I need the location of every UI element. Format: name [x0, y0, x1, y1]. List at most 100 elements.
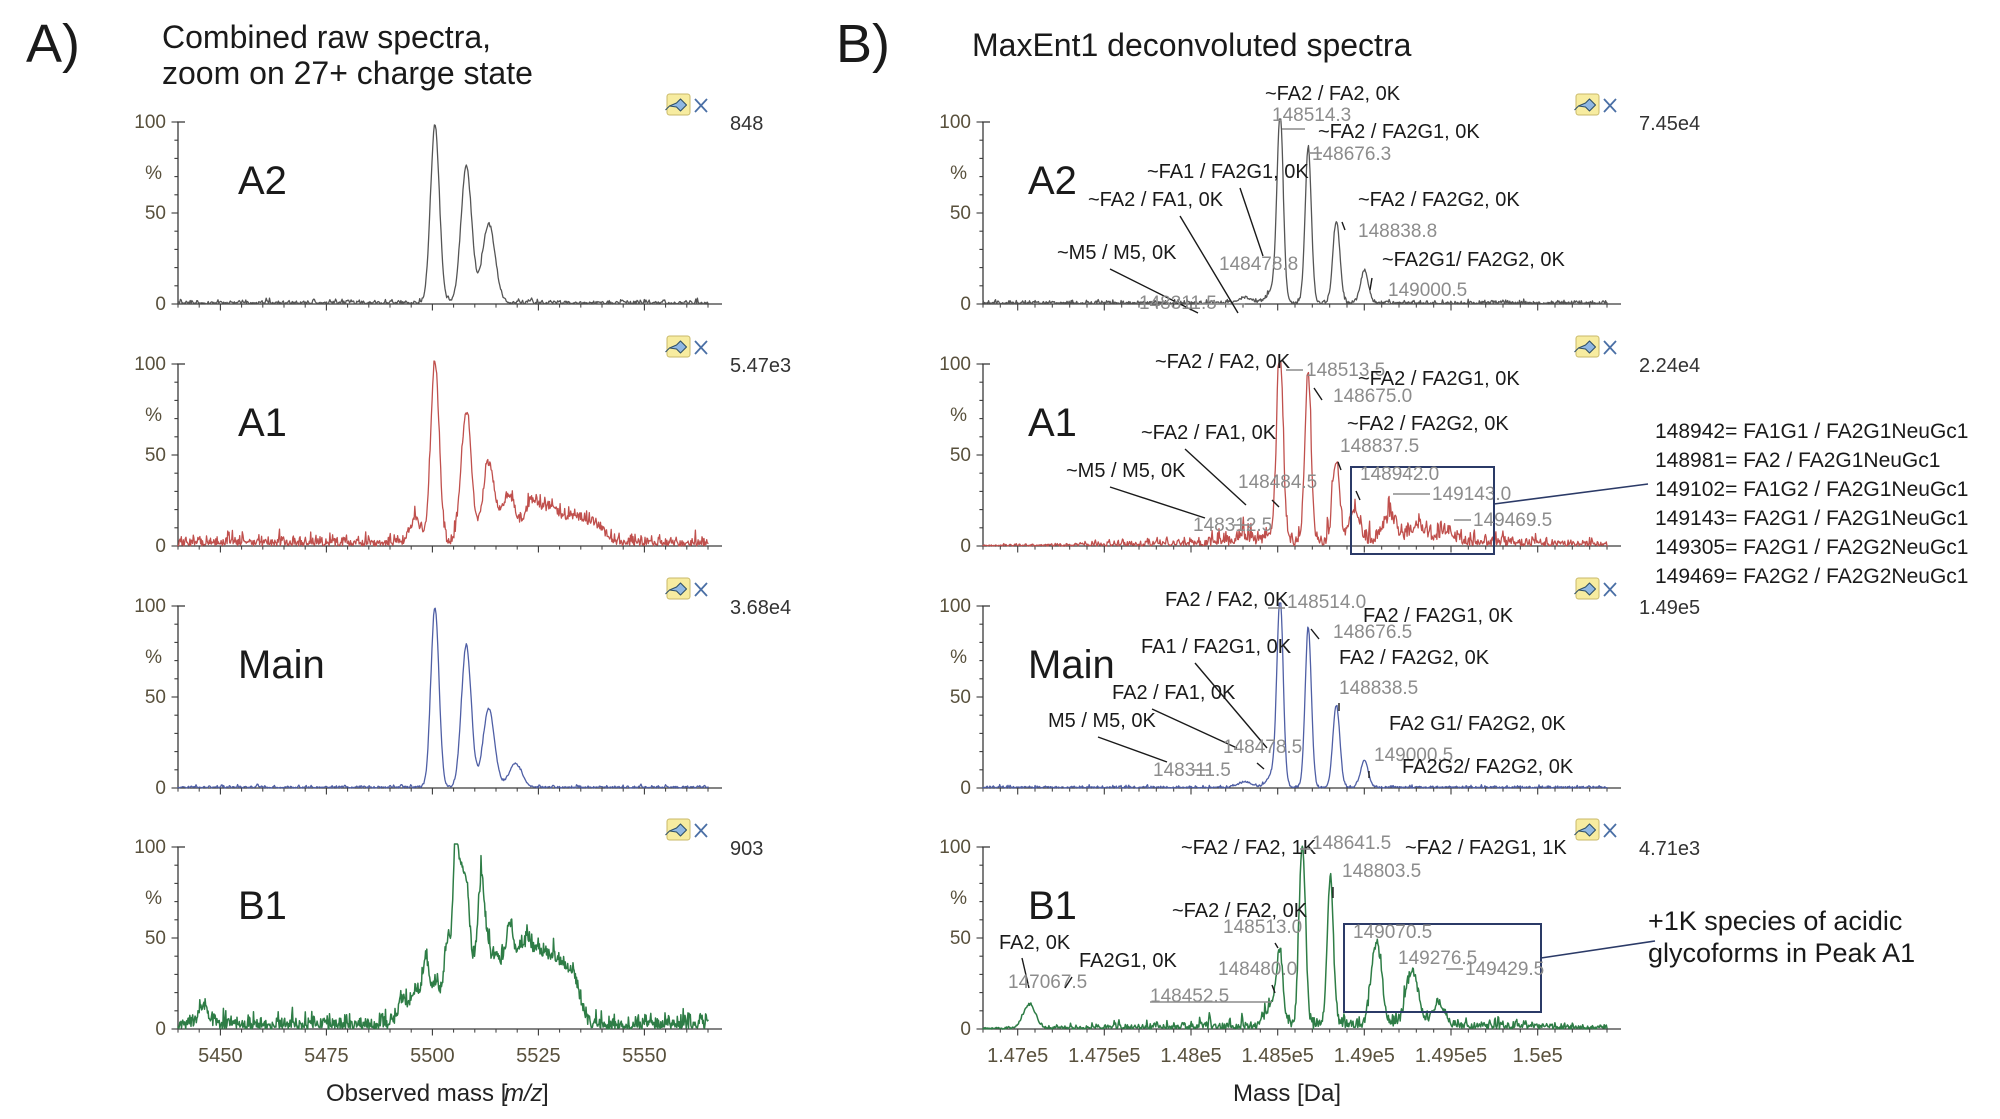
svg-text:149102= FA1G2 / FA2G1NeuGc1: 149102= FA1G2 / FA2G1NeuGc1 — [1655, 478, 1968, 501]
svg-text:FA2 G1/ FA2G2, 0K: FA2 G1/ FA2G2, 0K — [1389, 713, 1566, 735]
svg-text:148641.5: 148641.5 — [1312, 833, 1391, 854]
svg-text:FA1 / FA2G1, 0K: FA1 / FA2G1, 0K — [1141, 636, 1292, 658]
svg-text:FA2 / FA1, 0K: FA2 / FA1, 0K — [1112, 682, 1236, 704]
svg-text:FA2G2/ FA2G2, 0K: FA2G2/ FA2G2, 0K — [1402, 756, 1574, 778]
svg-text:148480.0: 148480.0 — [1218, 959, 1297, 980]
svg-text:Observed mass [: Observed mass [ — [326, 1080, 508, 1107]
svg-text:148942.0: 148942.0 — [1360, 464, 1439, 485]
svg-text:1.49e5: 1.49e5 — [1639, 597, 1700, 619]
svg-text:1.47e5: 1.47e5 — [987, 1045, 1048, 1067]
svg-text:0: 0 — [960, 536, 971, 557]
svg-text:147067.5: 147067.5 — [1008, 972, 1087, 993]
svg-text:148838.8: 148838.8 — [1358, 221, 1437, 242]
svg-text:5500: 5500 — [410, 1045, 455, 1067]
svg-text:~FA2 / FA2G2, 0K: ~FA2 / FA2G2, 0K — [1347, 413, 1509, 435]
svg-text:FA2 / FA2G2, 0K: FA2 / FA2G2, 0K — [1339, 647, 1490, 669]
svg-text:1.475e5: 1.475e5 — [1068, 1045, 1140, 1067]
svg-text:100: 100 — [134, 837, 166, 858]
svg-text:3.68e4: 3.68e4 — [730, 597, 791, 619]
svg-text:A2: A2 — [238, 159, 287, 203]
svg-text:1.495e5: 1.495e5 — [1415, 1045, 1487, 1067]
svg-text:0: 0 — [155, 1019, 166, 1040]
svg-text:~FA2 / FA2G1, 0K: ~FA2 / FA2G1, 0K — [1358, 368, 1520, 390]
svg-text:50: 50 — [950, 928, 971, 949]
svg-text:~FA2 / FA1, 0K: ~FA2 / FA1, 0K — [1088, 189, 1224, 211]
svg-text:1.48e5: 1.48e5 — [1160, 1045, 1221, 1067]
svg-text:%: % — [145, 163, 162, 184]
svg-text:~FA1 / FA2G1, 0K: ~FA1 / FA2G1, 0K — [1147, 161, 1309, 183]
svg-text:5550: 5550 — [622, 1045, 667, 1067]
svg-text:148514.0: 148514.0 — [1287, 592, 1366, 613]
svg-text:~FA2 / FA2G2, 0K: ~FA2 / FA2G2, 0K — [1358, 189, 1520, 211]
svg-text:~FA2 / FA1, 0K: ~FA2 / FA1, 0K — [1141, 422, 1277, 444]
svg-text:100: 100 — [134, 596, 166, 617]
svg-text:Main: Main — [1028, 643, 1115, 687]
svg-text:%: % — [145, 405, 162, 426]
svg-text:50: 50 — [145, 203, 166, 224]
svg-text:~FA2G1/ FA2G2, 0K: ~FA2G1/ FA2G2, 0K — [1382, 249, 1566, 271]
svg-text:5450: 5450 — [198, 1045, 243, 1067]
svg-text:%: % — [145, 888, 162, 909]
svg-text:%: % — [145, 647, 162, 668]
svg-text:149000.5: 149000.5 — [1388, 280, 1467, 301]
svg-text:0: 0 — [155, 536, 166, 557]
svg-text:0: 0 — [155, 294, 166, 315]
svg-text:5475: 5475 — [304, 1045, 349, 1067]
svg-text:848: 848 — [730, 113, 763, 135]
svg-text:A1: A1 — [238, 401, 287, 445]
svg-text:%: % — [950, 405, 967, 426]
svg-text:MaxEnt1 deconvoluted spectra: MaxEnt1 deconvoluted spectra — [972, 27, 1412, 63]
svg-text:B1: B1 — [238, 884, 287, 928]
svg-text:100: 100 — [939, 112, 971, 133]
svg-text:~M5 / M5, 0K: ~M5 / M5, 0K — [1057, 242, 1177, 264]
svg-text:149305= FA2G1 / FA2G2NeuGc1: 149305= FA2G1 / FA2G2NeuGc1 — [1655, 536, 1968, 559]
svg-text:0: 0 — [960, 778, 971, 799]
svg-text:glycoforms in Peak A1: glycoforms in Peak A1 — [1648, 938, 1915, 968]
svg-text:148311.5: 148311.5 — [1153, 760, 1231, 781]
svg-text:~FA2 / FA2, 0K: ~FA2 / FA2, 0K — [1265, 83, 1401, 105]
svg-text:148312.5: 148312.5 — [1193, 515, 1272, 536]
svg-text:~FA2 / FA2G1, 0K: ~FA2 / FA2G1, 0K — [1318, 121, 1480, 143]
svg-text:100: 100 — [134, 112, 166, 133]
svg-text:149469.5: 149469.5 — [1473, 510, 1552, 531]
svg-text:5.47e3: 5.47e3 — [730, 355, 791, 377]
svg-text:]: ] — [542, 1080, 549, 1107]
svg-text:B): B) — [836, 14, 890, 74]
svg-text:A1: A1 — [1028, 401, 1077, 445]
svg-text:1.485e5: 1.485e5 — [1242, 1045, 1314, 1067]
svg-text:A2: A2 — [1028, 159, 1077, 203]
svg-text:2.24e4: 2.24e4 — [1639, 355, 1700, 377]
svg-text:5525: 5525 — [516, 1045, 561, 1067]
svg-text:50: 50 — [950, 687, 971, 708]
svg-text:50: 50 — [145, 445, 166, 466]
svg-text:148513.0: 148513.0 — [1223, 917, 1302, 938]
svg-text:148484.5: 148484.5 — [1238, 472, 1317, 493]
svg-text:50: 50 — [950, 445, 971, 466]
svg-text:~FA2 / FA2G1, 1K: ~FA2 / FA2G1, 1K — [1405, 837, 1567, 859]
svg-text:148981= FA2 / FA2G1NeuGc1: 148981= FA2 / FA2G1NeuGc1 — [1655, 449, 1940, 472]
svg-text:Mass [Da]: Mass [Da] — [1233, 1080, 1341, 1107]
svg-text:148478.5: 148478.5 — [1223, 737, 1302, 758]
svg-text:FA2, 0K: FA2, 0K — [999, 932, 1071, 954]
svg-text:50: 50 — [145, 928, 166, 949]
svg-text:%: % — [950, 647, 967, 668]
svg-text:903: 903 — [730, 838, 763, 860]
svg-text:B1: B1 — [1028, 884, 1077, 928]
svg-text:~M5 / M5, 0K: ~M5 / M5, 0K — [1066, 460, 1186, 482]
svg-text:148942= FA1G1 / FA2G1NeuGc1: 148942= FA1G1 / FA2G1NeuGc1 — [1655, 420, 1968, 443]
svg-text:FA2 / FA2G1, 0K: FA2 / FA2G1, 0K — [1363, 605, 1514, 627]
svg-text:100: 100 — [939, 596, 971, 617]
svg-text:~FA2 / FA2, 0K: ~FA2 / FA2, 0K — [1155, 351, 1291, 373]
svg-text:FA2G1, 0K: FA2G1, 0K — [1079, 950, 1177, 972]
svg-text:+1K species of acidic: +1K species of acidic — [1648, 906, 1902, 936]
svg-text:50: 50 — [145, 687, 166, 708]
svg-text:149429.5: 149429.5 — [1465, 959, 1544, 980]
svg-text:148837.5: 148837.5 — [1340, 436, 1419, 457]
svg-text:1.49e5: 1.49e5 — [1334, 1045, 1395, 1067]
svg-text:148478.8: 148478.8 — [1219, 254, 1298, 275]
svg-text:149143= FA2G1 / FA2G1NeuGc1: 149143= FA2G1 / FA2G1NeuGc1 — [1655, 507, 1968, 530]
svg-text:0: 0 — [960, 294, 971, 315]
svg-text:148838.5: 148838.5 — [1339, 678, 1418, 699]
svg-text:M5 / M5, 0K: M5 / M5, 0K — [1048, 710, 1156, 732]
svg-text:0: 0 — [155, 778, 166, 799]
